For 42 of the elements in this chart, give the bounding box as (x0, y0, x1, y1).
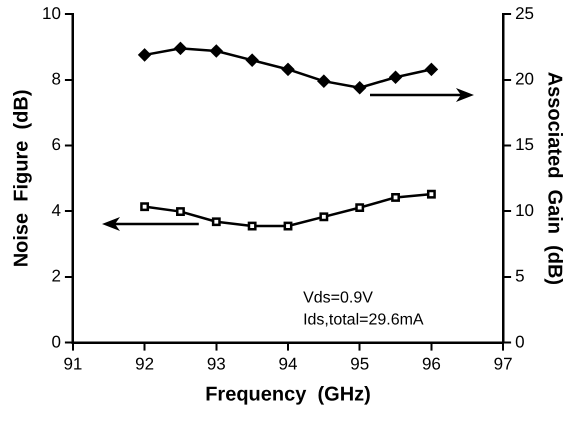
point (391, 193, 400, 202)
point (210, 44, 223, 58)
point (389, 71, 402, 84)
x-axis-title: Frequency (GHz) (205, 384, 371, 406)
point (425, 63, 438, 76)
point (174, 42, 187, 55)
point (246, 54, 258, 66)
x-tick-label: 95 (350, 354, 370, 374)
point (353, 82, 366, 94)
annotation: Vds=0.9V (303, 290, 374, 307)
annotation: Ids,total=29.6mA (303, 312, 424, 329)
y-tick-label: 4 (51, 200, 61, 220)
y2-tick-label: 5 (515, 266, 525, 286)
y-tick-label: 0 (51, 332, 61, 352)
y2-tick-label: 10 (515, 200, 534, 220)
y2-tick-label: 15 (515, 135, 534, 154)
x-tick-label: 97 (494, 354, 513, 374)
point (282, 63, 294, 76)
y-tick-label: 6 (51, 135, 61, 154)
y2-tick-label: 25 (515, 4, 534, 23)
point (140, 202, 150, 212)
x-tick-label: 94 (278, 354, 298, 374)
y-axis-title: Noise Figure (dB) (10, 90, 33, 268)
point (284, 222, 292, 230)
y-tick-label: 8 (51, 70, 61, 89)
point (212, 217, 221, 226)
x-tick-label: 91 (63, 354, 82, 374)
x-tick-label: 92 (135, 354, 154, 374)
y-tick-label: 10 (42, 4, 61, 23)
y-tick-label: 2 (51, 266, 61, 286)
y2-tick-label: 20 (515, 70, 534, 89)
point (248, 222, 257, 230)
y2-axis-title: Associated Gain (dB) (543, 72, 566, 286)
point (318, 74, 330, 88)
point (319, 212, 328, 222)
point (138, 48, 151, 62)
point (426, 190, 436, 199)
point (355, 203, 364, 212)
y2-tick-label: 0 (515, 332, 525, 352)
x-tick-label: 96 (422, 354, 441, 374)
point (176, 207, 185, 216)
x-tick-label: 93 (206, 354, 226, 374)
